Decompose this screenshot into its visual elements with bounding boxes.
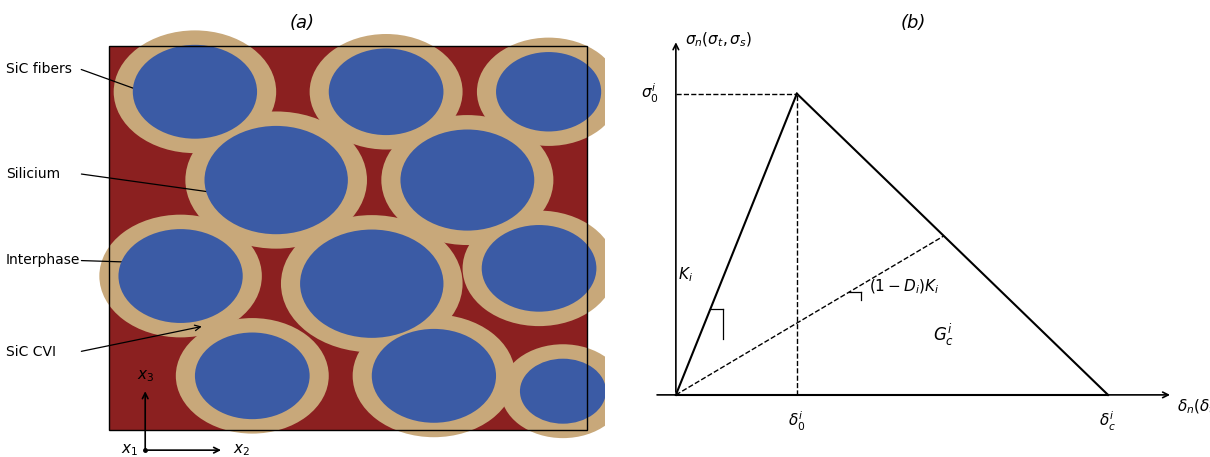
Bar	[109, 46, 587, 430]
Text: $\delta_c^i$: $\delta_c^i$	[1100, 410, 1117, 433]
Circle shape	[401, 129, 535, 231]
Text: (a): (a)	[290, 14, 315, 32]
Circle shape	[119, 229, 243, 323]
Circle shape	[352, 314, 515, 437]
Text: $(1-D_i)K_i$: $(1-D_i)K_i$	[870, 277, 940, 296]
Circle shape	[381, 115, 553, 245]
Text: $K_i$: $K_i$	[679, 265, 693, 284]
Circle shape	[329, 48, 443, 135]
Circle shape	[310, 34, 462, 149]
Text: SiC CVI: SiC CVI	[6, 345, 56, 359]
Circle shape	[477, 37, 621, 146]
Circle shape	[281, 215, 462, 352]
Circle shape	[520, 359, 606, 424]
Circle shape	[371, 329, 496, 423]
Text: $\sigma_0^i$: $\sigma_0^i$	[641, 82, 658, 105]
Circle shape	[204, 126, 348, 234]
Text: $\delta_n(\delta_t, \delta_s)$: $\delta_n(\delta_t, \delta_s)$	[1177, 398, 1210, 416]
Circle shape	[195, 333, 310, 419]
Text: $G_c^i$: $G_c^i$	[933, 322, 955, 348]
Circle shape	[175, 318, 329, 434]
Text: $x_2$: $x_2$	[232, 442, 250, 457]
Text: $x_3$: $x_3$	[137, 368, 154, 384]
Text: Silicium: Silicium	[6, 167, 60, 181]
Circle shape	[133, 45, 257, 138]
Circle shape	[300, 229, 443, 338]
Text: $\delta_0^i$: $\delta_0^i$	[788, 410, 806, 433]
Circle shape	[462, 211, 616, 326]
Circle shape	[496, 52, 601, 132]
Bar	[109, 46, 587, 430]
Circle shape	[114, 30, 276, 153]
Circle shape	[501, 344, 626, 438]
Text: $x_1$: $x_1$	[121, 442, 138, 457]
Text: (b): (b)	[901, 14, 926, 32]
Circle shape	[99, 215, 261, 337]
Circle shape	[185, 112, 367, 249]
Text: SiC fibers: SiC fibers	[6, 62, 71, 75]
Text: Interphase: Interphase	[6, 254, 80, 267]
Text: $\sigma_n(\sigma_t, \sigma_s)$: $\sigma_n(\sigma_t, \sigma_s)$	[685, 30, 751, 48]
Circle shape	[482, 225, 597, 312]
